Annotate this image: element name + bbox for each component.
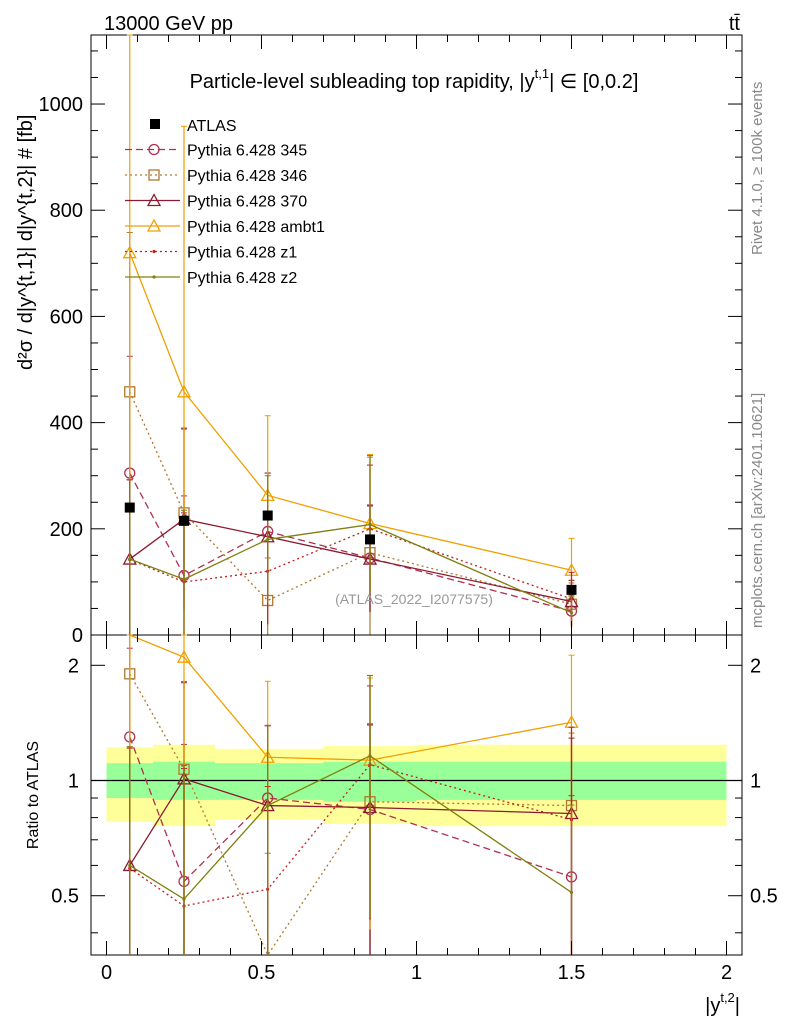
- series-marker: [266, 537, 270, 542]
- series-ratio-line: [129, 634, 572, 761]
- ratio-data-layer: [122, 634, 579, 957]
- analysis-watermark: (ATLAS_2022_I2077575): [335, 591, 493, 607]
- atlas-data-point: [124, 502, 135, 513]
- legend-marker: [148, 169, 160, 181]
- main-y-tick-label: 800: [50, 200, 83, 222]
- energy-label: 13000 GeV pp: [104, 13, 233, 35]
- main-y-tick-label: 0: [72, 625, 83, 647]
- ratio-y-tick-label: 0.5: [51, 886, 79, 908]
- main-y-tick-label: 1000: [39, 94, 84, 116]
- legend-label: Pythia 6.428 346: [187, 168, 307, 185]
- atlas-data-point: [365, 534, 375, 545]
- plot-title-tail: | ∈ [0,0.2]: [549, 71, 638, 93]
- x-axis-label-sup: t,2: [720, 990, 734, 1005]
- legend-marker: [152, 249, 156, 254]
- series-line: [129, 252, 572, 571]
- ratio-y-tick-label-right: 1: [750, 771, 761, 793]
- legend-atlas-marker: [150, 119, 160, 129]
- atlas-data-points: [124, 502, 577, 595]
- ratio-marker: [569, 890, 574, 895]
- main-y-tick-label: 600: [50, 306, 83, 328]
- series-marker: [128, 557, 132, 561]
- x-axis-label: |yt,2|: [705, 990, 740, 1017]
- ratio-marker: [182, 897, 186, 901]
- series-line: [129, 391, 572, 605]
- ratio-y-tick-label: 1: [68, 771, 79, 793]
- ratio-y-axis-label: Ratio to ATLAS: [25, 741, 42, 849]
- main-y-axis: 0 200 400 600 800 1000: [39, 50, 742, 647]
- x-axis-label-tail: |: [735, 995, 740, 1017]
- ratio-marker: [368, 754, 372, 758]
- legend-label: ATLAS: [187, 118, 237, 135]
- legend-marker: [152, 275, 156, 279]
- legend-marker: [148, 143, 160, 156]
- ratio-marker: [266, 803, 270, 808]
- x-tick-label: 1.5: [558, 962, 586, 984]
- atlas-data-point: [262, 510, 273, 521]
- x-tick-label: 1: [411, 962, 422, 984]
- ratio-panel: 0.5 0.5 1 1 2 2 Ratio to ATLAS: [25, 634, 778, 957]
- ratio-y-tick-label: 2: [68, 655, 79, 677]
- series-ratio-line: [129, 736, 572, 883]
- series-marker: [182, 577, 186, 581]
- main-y-axis-label: d²σ / d|y^{t,1}| d|y^{t,2}| # [fb]: [15, 115, 37, 370]
- atlas-data-point: [179, 515, 189, 526]
- plot-title-sup: t,1: [535, 66, 549, 81]
- series-main-4: [126, 464, 575, 635]
- legend-label: Pythia 6.428 z1: [187, 245, 297, 262]
- main-y-tick-label: 400: [50, 413, 83, 435]
- ratio-marker: [128, 863, 132, 868]
- series-line: [129, 518, 572, 603]
- legend-label: Pythia 6.428 345: [187, 143, 307, 160]
- ratio-y-tick-label-right: 2: [750, 655, 761, 677]
- plot-title-main: Particle-level subleading top rapidity, …: [190, 71, 535, 93]
- x-axis-label-main: |y: [705, 995, 720, 1017]
- series-ratio-5: [126, 674, 575, 955]
- x-tick-label: 2: [721, 962, 732, 984]
- series-line: [129, 528, 572, 600]
- side-label-mcplots: mcplots.cern.ch [arXiv:2401.10621]: [749, 393, 766, 628]
- x-tick-label: 0: [101, 962, 112, 984]
- atlas-data-point: [566, 584, 577, 595]
- process-label: tt̄: [729, 13, 741, 35]
- series-marker: [569, 611, 574, 615]
- series-main-5: [126, 455, 575, 635]
- series-marker: [122, 245, 137, 259]
- main-y-tick-label: 200: [50, 519, 83, 541]
- main-data-layer: [122, 34, 579, 635]
- x-tick-label: 0.5: [248, 962, 276, 984]
- ratio-y-axis: 0.5 0.5 1 1 2 2: [51, 655, 778, 934]
- x-axis: 0 0.5 1 1.5 2: [101, 35, 732, 984]
- uncertainty-bands: [91, 744, 742, 827]
- legend-label: Pythia 6.428 ambt1: [187, 219, 325, 236]
- series-marker: [176, 384, 192, 398]
- legend-label: Pythia 6.428 z2: [187, 270, 297, 287]
- legend-marker: [146, 218, 162, 232]
- side-label-rivet: Rivet 4.1.0, ≥ 100k events: [749, 82, 766, 255]
- plot-title: Particle-level subleading top rapidity, …: [190, 66, 639, 93]
- series-marker: [368, 522, 372, 527]
- ratio-marker: [176, 649, 192, 663]
- ratio-y-tick-label-right: 0.5: [750, 886, 778, 908]
- legend: ATLAS Pythia 6.428 345 Pythia 6.428 346 Pyt…: [125, 118, 325, 287]
- legend-label: Pythia 6.428 370: [187, 194, 307, 211]
- legend-marker: [146, 193, 162, 207]
